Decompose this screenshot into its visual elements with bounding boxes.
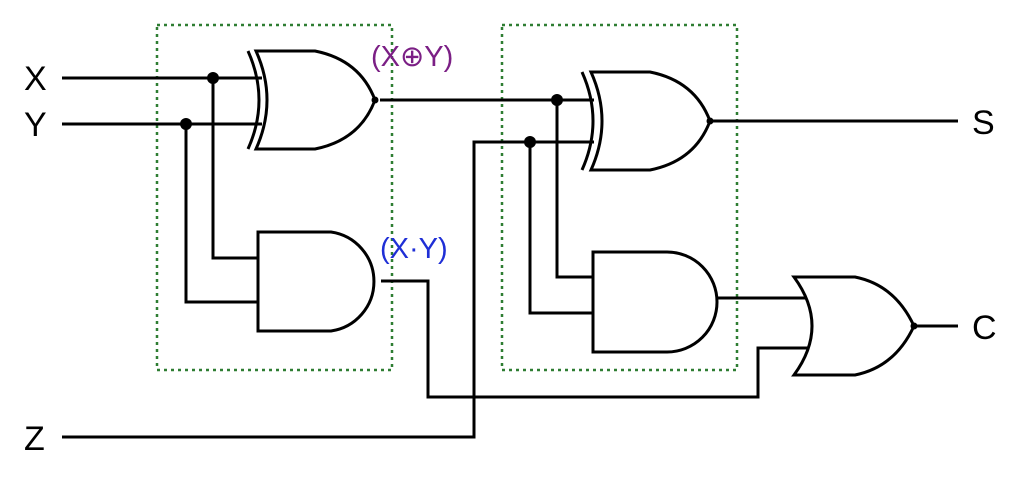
wire-and1-out xyxy=(381,279,808,399)
wire-y-to-and1 xyxy=(184,124,258,304)
and-expression-label: (X·Y) xyxy=(380,233,448,265)
and-gate-2 xyxy=(591,250,719,354)
xor-gate-1 xyxy=(246,49,379,151)
input-y-label: Y xyxy=(24,106,47,144)
input-x-label: X xyxy=(24,60,47,98)
wire-z-to-and2 xyxy=(528,142,593,315)
junction-dot-z xyxy=(524,136,536,148)
junction-dot-y xyxy=(180,118,192,130)
half-adder-box-2 xyxy=(500,23,739,372)
output-s-label: S xyxy=(972,104,995,142)
wires xyxy=(62,76,958,439)
xor-expression-label: (X⊕Y) xyxy=(371,41,453,73)
input-z-label: Z xyxy=(24,420,45,458)
junction-dot-xor1 xyxy=(551,94,563,106)
or-gate xyxy=(791,275,918,377)
xor-gate-2 xyxy=(580,70,714,172)
and-gate-1 xyxy=(256,230,376,333)
wire-xor1-to-and2 xyxy=(555,100,593,279)
wire-x-to-and1 xyxy=(211,78,258,260)
junction-dot-x xyxy=(207,72,219,84)
half-adder-box-1 xyxy=(155,23,394,372)
output-c-label: C xyxy=(972,309,997,347)
